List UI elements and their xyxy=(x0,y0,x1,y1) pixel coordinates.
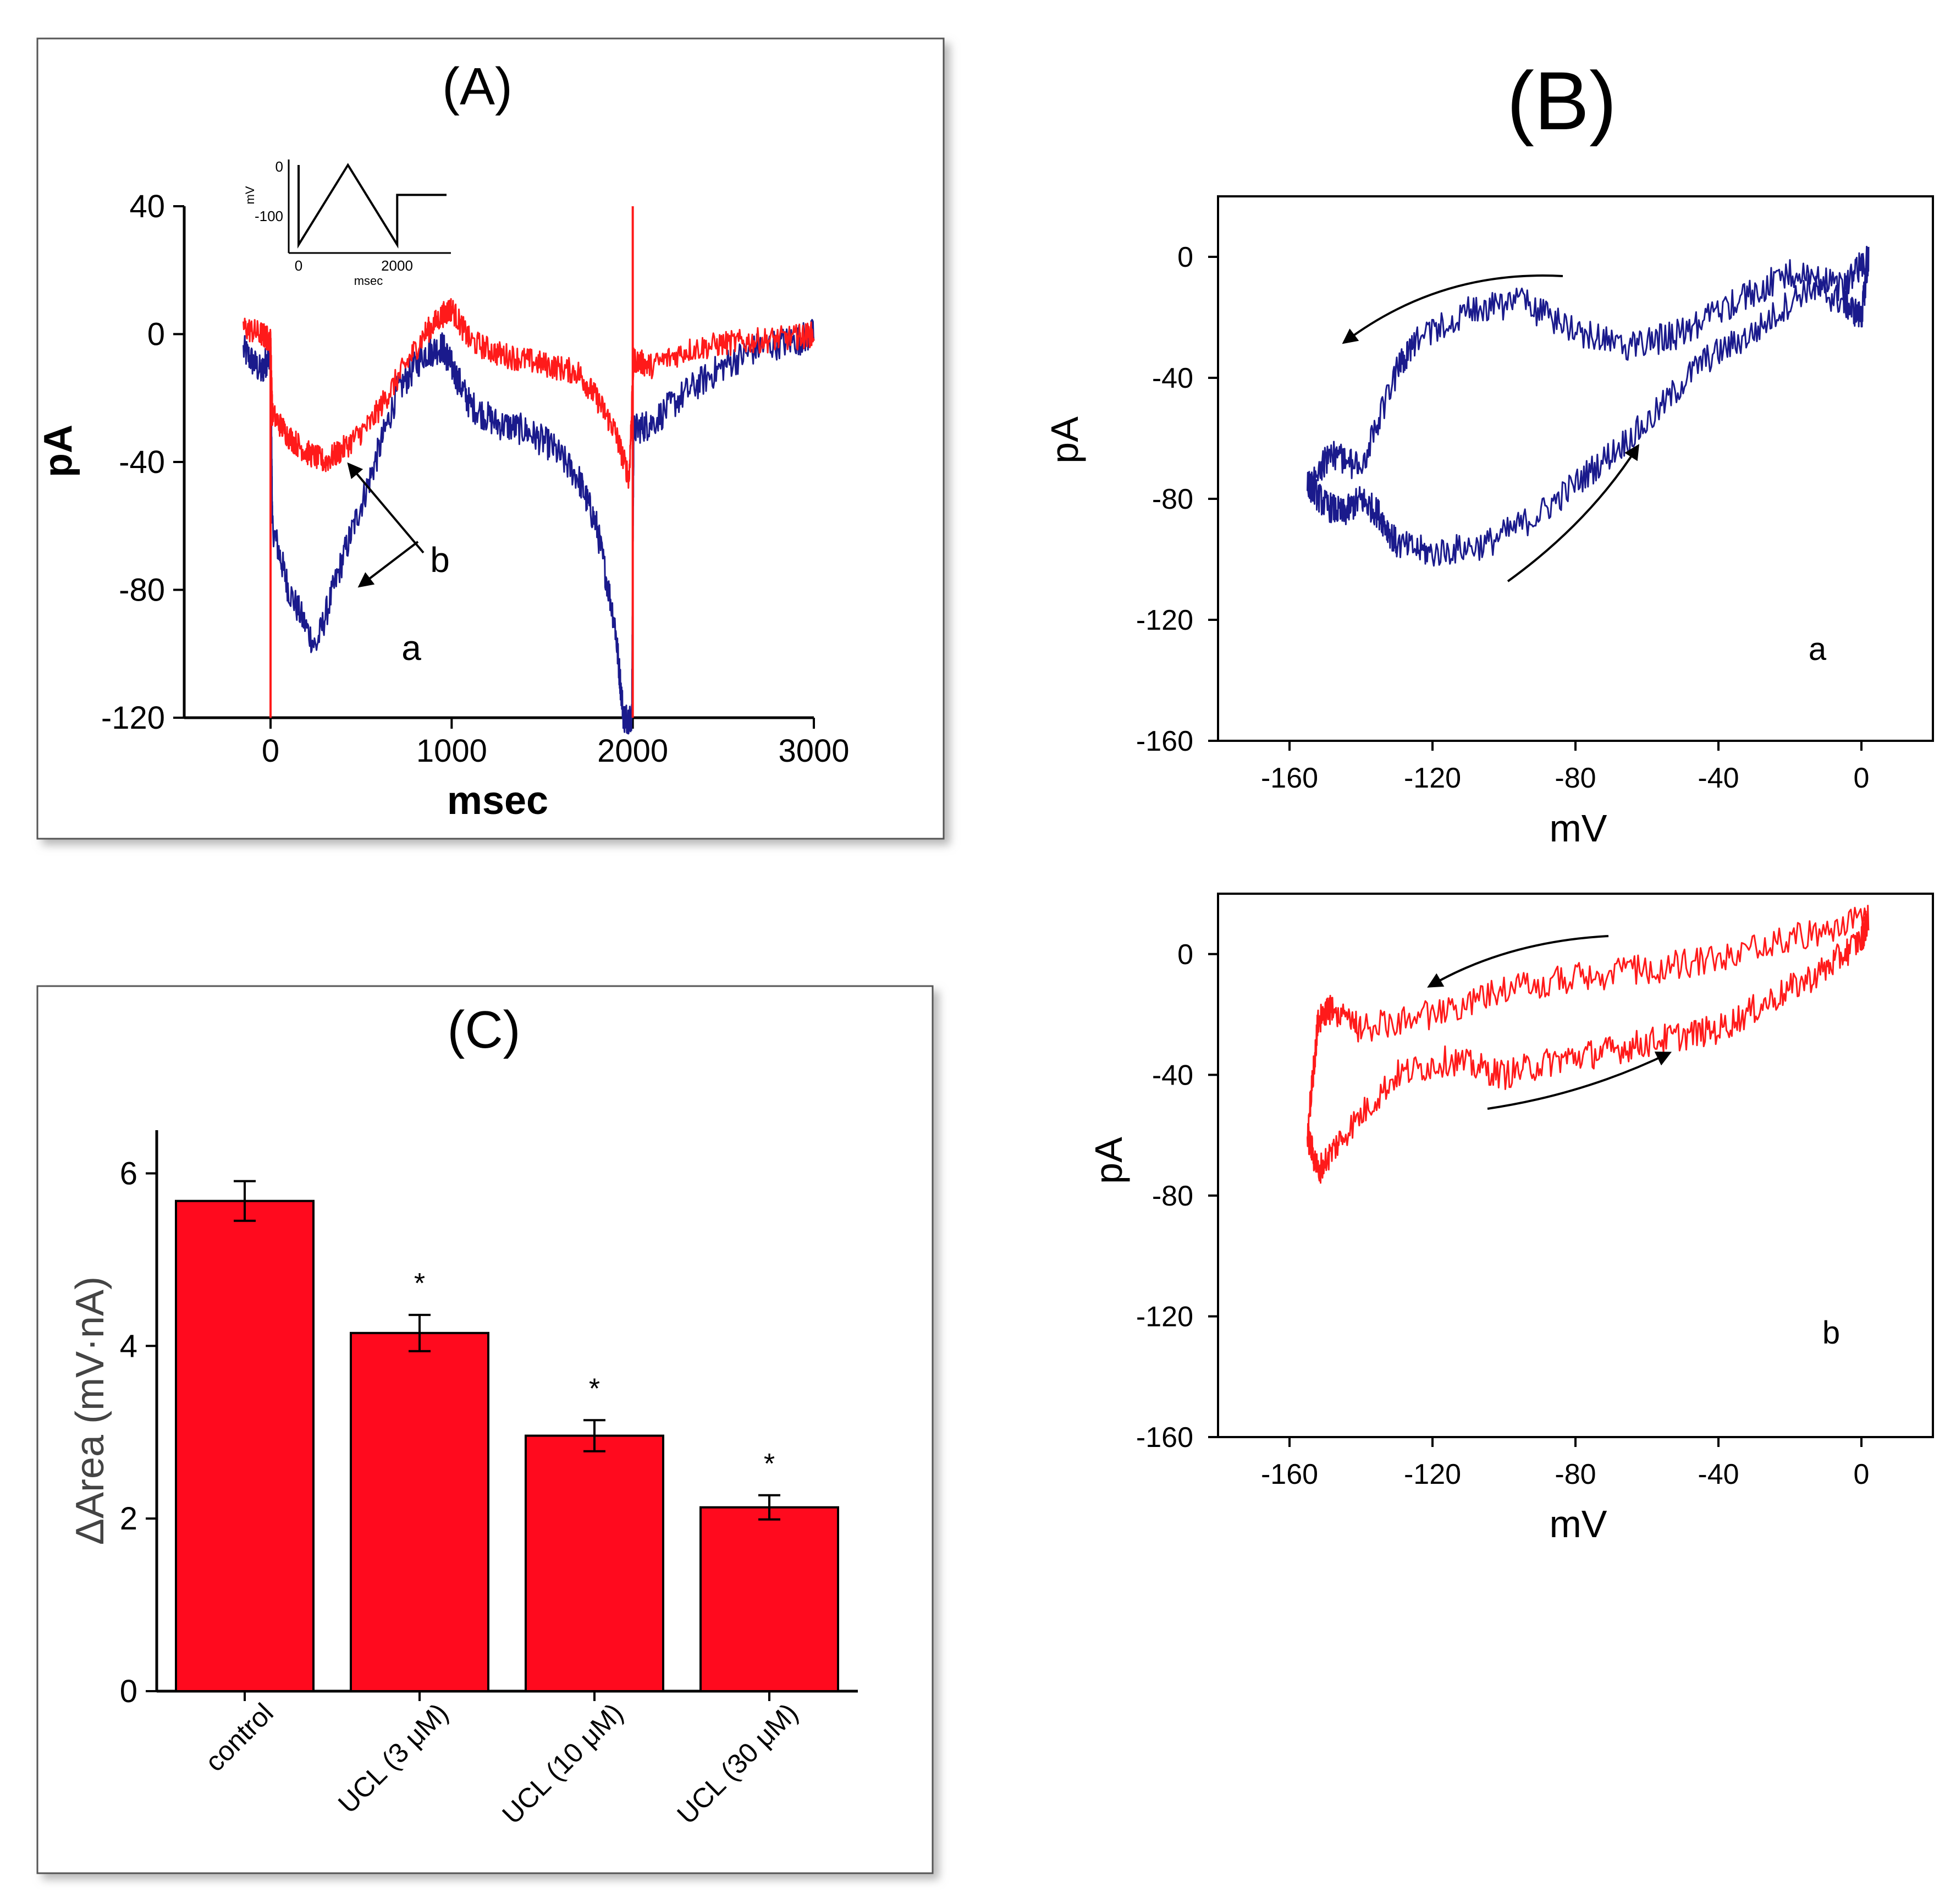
inset-xlabel: msec xyxy=(354,274,383,288)
chart-b-b-trace xyxy=(1307,905,1870,1184)
chart-b-a: pA mV a -160 -120 -80 -40 0 0 -40 -80 -120 -160 xyxy=(1043,195,1934,850)
chart-a-inset: 0 -100 mV 0 2000 msec xyxy=(243,158,451,288)
chart-c-significance-star: * xyxy=(589,1373,600,1405)
annotation-b-arrow xyxy=(347,462,425,554)
chart-b-b-xlabel: mV xyxy=(1550,1503,1607,1545)
chart-a-ytick-label: -120 xyxy=(101,700,165,736)
chart-b-a-ytick-label: -160 xyxy=(1136,725,1193,757)
inset-xtick-0: 0 xyxy=(295,257,302,274)
chart-b-b-ytick-label: -40 xyxy=(1152,1059,1193,1091)
panel-c-label: (C) xyxy=(447,1000,520,1059)
chart-b-b-ytick-label: -160 xyxy=(1136,1422,1193,1454)
chart-b-b-arrow-right xyxy=(1487,1052,1672,1110)
chart-a-ytick-label: 40 xyxy=(129,189,165,224)
chart-b-a-xtick-label: 0 xyxy=(1854,762,1870,794)
inset-ylabel: mV xyxy=(243,186,257,204)
chart-a-series-b xyxy=(243,298,815,489)
chart-c-bar xyxy=(525,1434,664,1693)
chart-a-xlabel: msec xyxy=(447,779,548,823)
chart-a-xtick-label: 1000 xyxy=(416,733,487,769)
chart-c-ylabel: ΔArea (mV·nA) xyxy=(68,1276,112,1545)
chart-b-b-xtick-label: -160 xyxy=(1261,1459,1318,1490)
chart-b-b-ytick-label: -80 xyxy=(1152,1180,1193,1212)
chart-b-b-xtick-label: -40 xyxy=(1698,1459,1739,1490)
inset-xtick-1: 2000 xyxy=(381,257,413,274)
chart-b-a-ytick-label: -80 xyxy=(1152,483,1193,515)
chart-a-xtick-label: 2000 xyxy=(597,733,668,769)
chart-a: pA msec 0 1000 2000 3000 40 0 -40 -80 -120 0 -10… xyxy=(36,158,850,823)
chart-a-xtick-label: 0 xyxy=(262,733,279,769)
chart-c-bar xyxy=(350,1331,489,1693)
chart-b-b-ytick-label: 0 xyxy=(1177,939,1193,971)
chart-c-ytick-label: 4 xyxy=(120,1328,137,1364)
chart-c-bar xyxy=(175,1199,315,1693)
chart-b-a-xtick-label: -80 xyxy=(1555,762,1596,794)
chart-b-b-arrow-left xyxy=(1427,935,1609,988)
chart-b-a-xtick-label: -120 xyxy=(1404,762,1461,794)
chart-b-b-xtick-label: -80 xyxy=(1555,1459,1596,1490)
chart-b-b-ylabel: pA xyxy=(1087,1137,1130,1184)
inset-ytick-0: 0 xyxy=(276,158,283,175)
panel-a-label: (A) xyxy=(442,57,513,116)
chart-b-a-ytick-label: -120 xyxy=(1136,604,1193,636)
chart-a-series-a xyxy=(243,318,815,735)
inset-ytick-1: -100 xyxy=(255,208,283,224)
chart-b-b-xtick-label: -120 xyxy=(1404,1459,1461,1490)
chart-b-a-xlabel: mV xyxy=(1550,807,1607,850)
chart-b-a-xtick-label: -40 xyxy=(1698,762,1739,794)
chart-b-b-panel-label: b xyxy=(1822,1315,1840,1351)
chart-b-a-ytick-label: -40 xyxy=(1152,362,1193,394)
chart-b-a-arrow-right xyxy=(1507,444,1640,582)
annotation-a-label: a xyxy=(401,628,421,668)
chart-a-ytick-label: 0 xyxy=(147,317,165,353)
chart-b-a-trace xyxy=(1307,245,1870,567)
chart-b-a-xtick-label: -160 xyxy=(1261,762,1318,794)
annotation-b-label: b xyxy=(430,540,450,580)
chart-c-significance-star: * xyxy=(764,1448,775,1480)
chart-a-xtick-label: 3000 xyxy=(778,733,849,769)
chart-b-a-panel-label: a xyxy=(1809,631,1827,667)
chart-c-ytick-label: 6 xyxy=(120,1155,137,1191)
chart-b-b-xtick-label: 0 xyxy=(1854,1459,1870,1490)
chart-a-ylabel: pA xyxy=(36,425,80,477)
chart-a-ytick-label: -80 xyxy=(119,573,165,608)
chart-c-significance-star: * xyxy=(414,1268,425,1300)
chart-b-a-ylabel: pA xyxy=(1043,416,1086,464)
chart-c-bar xyxy=(699,1506,839,1693)
chart-b-a-ytick-label: 0 xyxy=(1177,241,1193,273)
chart-b-b: pA mV b -160 -120 -80 -40 0 0 -40 -80 -120 -160 xyxy=(1087,893,1934,1545)
chart-b-b-ytick-label: -120 xyxy=(1136,1301,1193,1333)
annotation-a-arrow xyxy=(357,541,419,588)
panel-a-frame xyxy=(36,37,945,840)
panel-b-label: (B) xyxy=(1507,54,1617,147)
chart-c-ytick-label: 2 xyxy=(120,1501,137,1537)
chart-a-ytick-label: -40 xyxy=(119,444,165,480)
inset-voltage-ramp xyxy=(297,163,447,249)
chart-b-a-arrow-left xyxy=(1342,274,1563,344)
chart-c-ytick-label: 0 xyxy=(120,1674,137,1709)
